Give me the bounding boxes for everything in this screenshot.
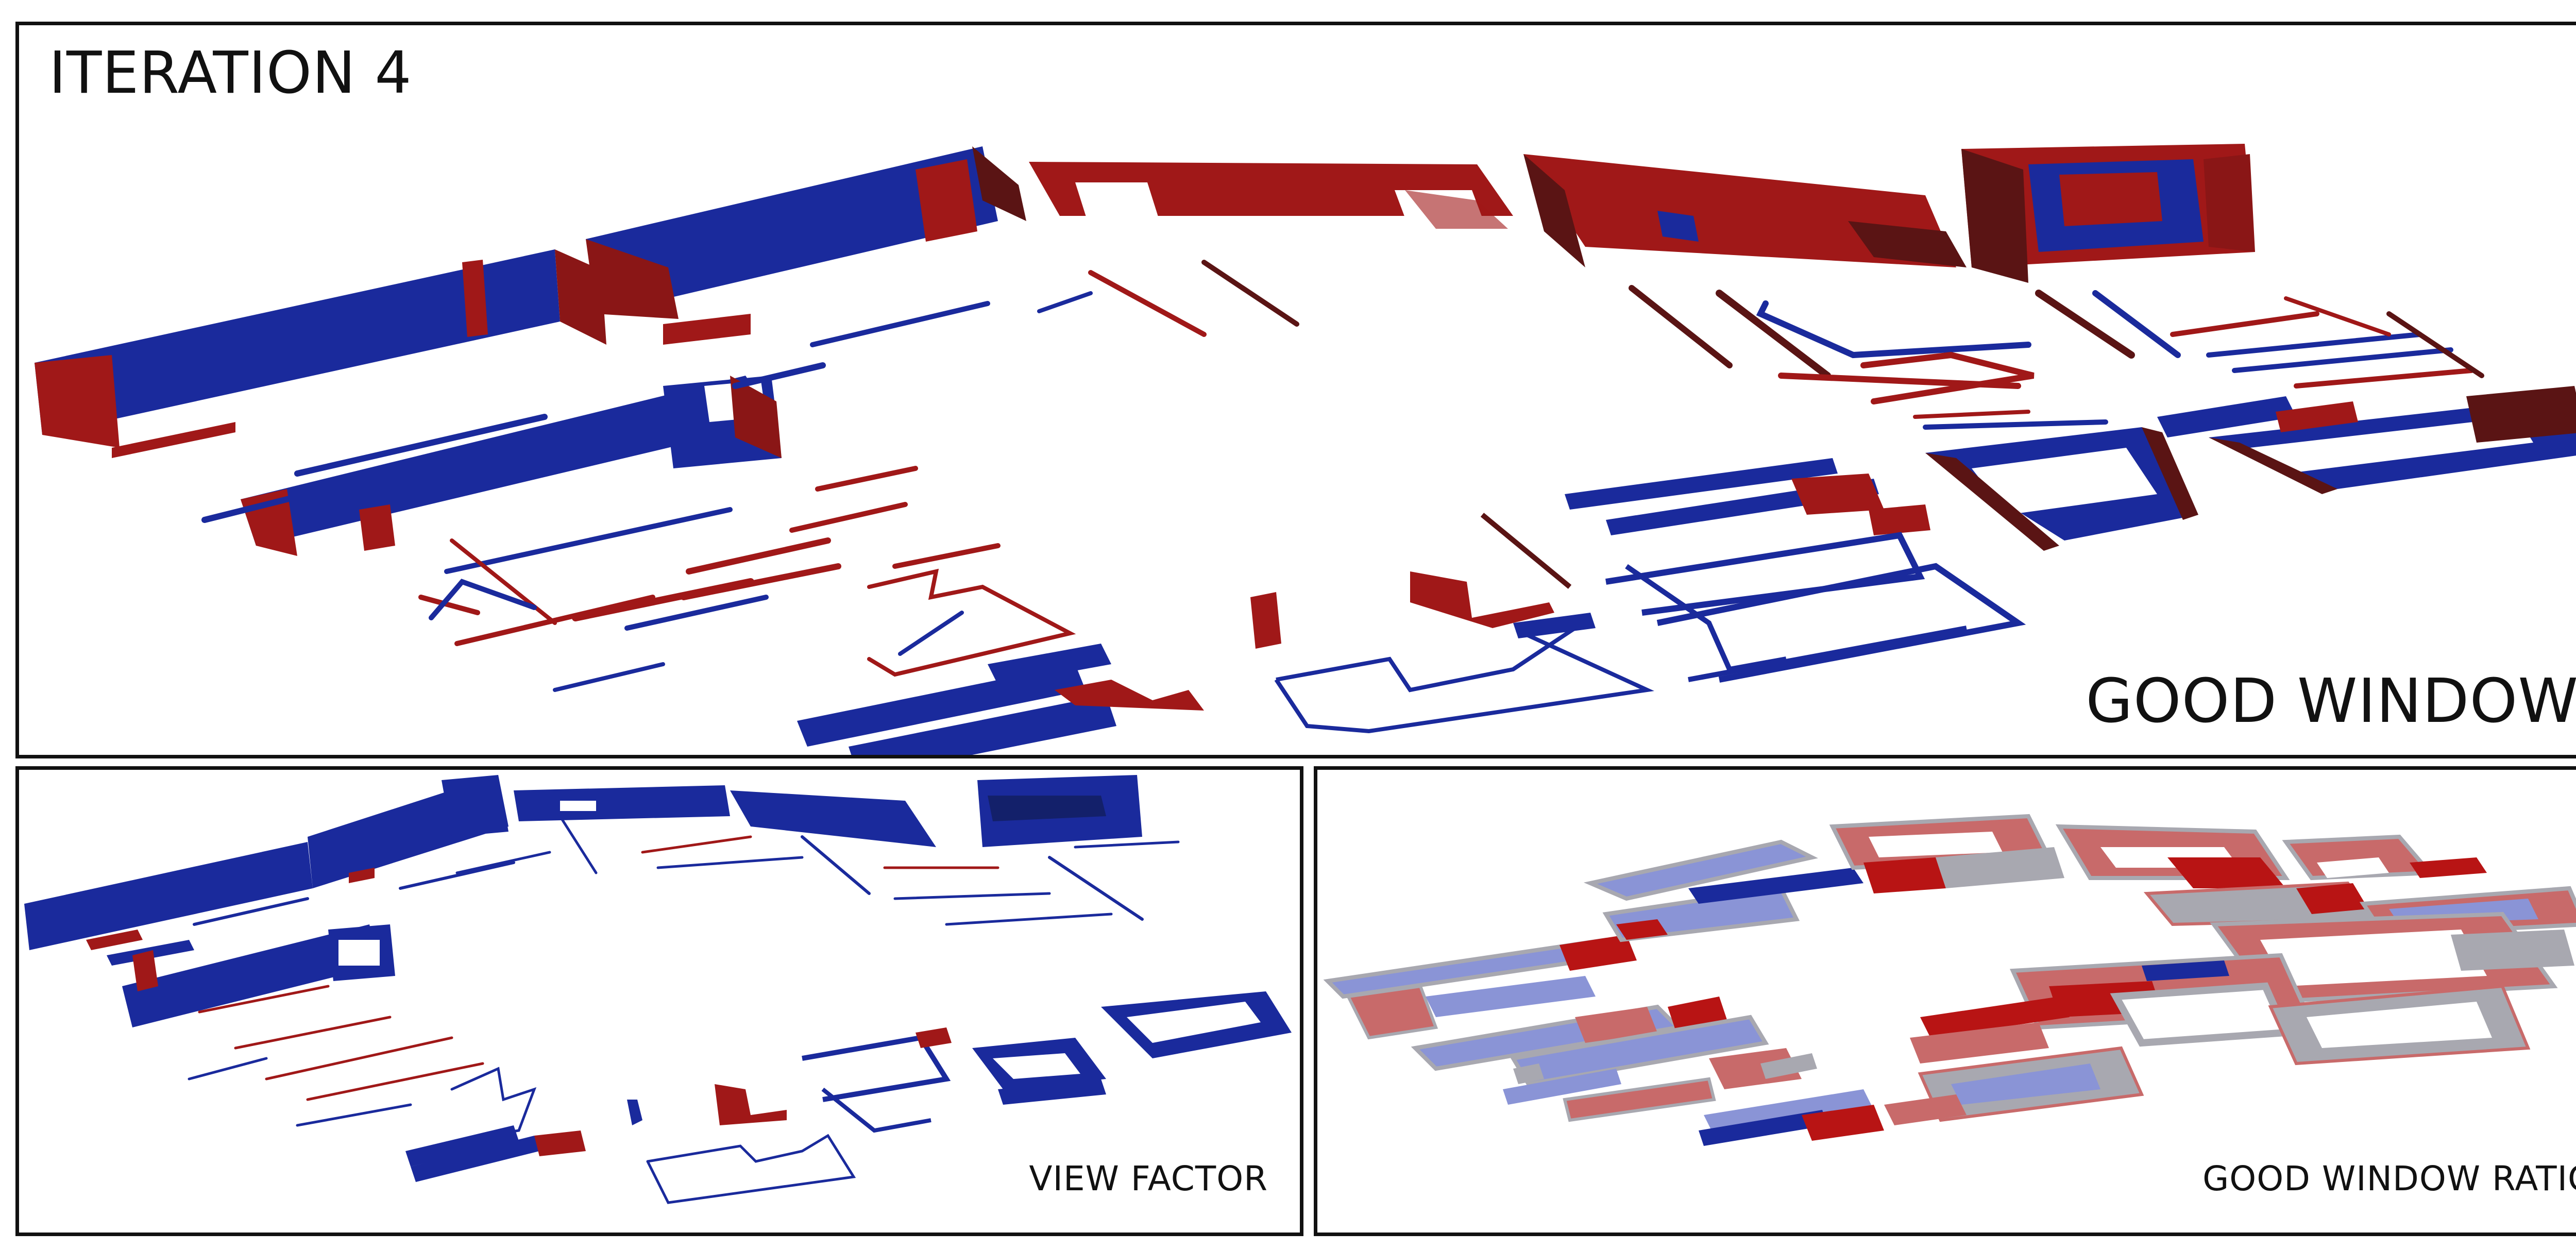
right-cluster-rings: [1565, 386, 2576, 683]
view-factor-label: VIEW FACTOR: [1029, 1159, 1268, 1199]
gwr-plates: [1323, 814, 2576, 1146]
building-block-far-right: [1961, 144, 2255, 283]
vf-strips: [188, 815, 1180, 1204]
good-window-ratio-panel: GOOD WINDOW RATIO: [1314, 766, 2576, 1236]
mid-right-strips: [1629, 285, 2484, 430]
good-window-panel: ITERATION 4 GOOD WINDOW: [15, 22, 2576, 758]
good-window-ratio-3d-model: [1323, 814, 2576, 1146]
building-ring-top-right: [1523, 154, 1967, 267]
iteration-title: ITERATION 4: [49, 40, 412, 107]
good-window-ratio-label: GOOD WINDOW RATIO: [2202, 1159, 2576, 1199]
building-ring-top-middle: [1029, 162, 1513, 231]
building-block-left-2: [586, 146, 1026, 345]
lower-left-strips: [201, 260, 1299, 692]
building-block-left-3: [241, 376, 782, 556]
view-factor-panel: VIEW FACTOR: [15, 766, 1303, 1236]
vf-right-rings: [802, 991, 1292, 1133]
vf-buildings: [24, 775, 1142, 1027]
view-factor-3d-model: [24, 775, 1292, 1204]
lower-center-strips: [797, 513, 1654, 755]
good-window-label: GOOD WINDOW: [2086, 665, 2576, 736]
building-block-left-1: [35, 249, 606, 458]
good-window-3d-model: [35, 144, 2576, 755]
